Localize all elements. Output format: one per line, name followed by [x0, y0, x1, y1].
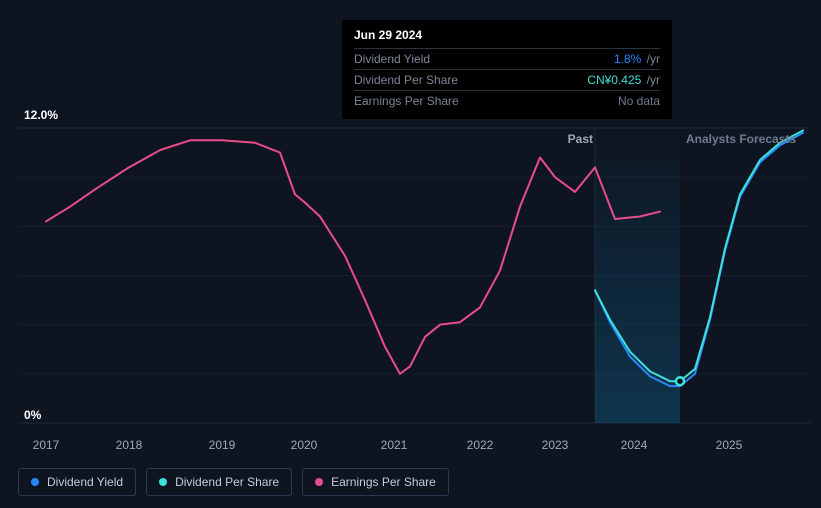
tooltip-row-unit: /yr: [643, 73, 660, 87]
x-tick-label: 2023: [542, 438, 569, 452]
x-tick-label: 2018: [116, 438, 143, 452]
tooltip-row-value: CN¥0.425: [587, 73, 641, 87]
y-axis-max-label: 12.0%: [24, 108, 58, 122]
legend-dot-icon: [315, 478, 323, 486]
tooltip-date: Jun 29 2024: [354, 28, 660, 48]
legend-item[interactable]: Earnings Per Share: [302, 468, 449, 496]
chart-legend: Dividend Yield Dividend Per Share Earnings…: [18, 468, 449, 496]
tooltip-row: Dividend Per Share CN¥0.425 /yr: [354, 69, 660, 90]
legend-item[interactable]: Dividend Per Share: [146, 468, 292, 496]
section-label-forecast: Analysts Forecasts: [686, 132, 796, 146]
tooltip-row-value-wrap: CN¥0.425 /yr: [587, 73, 660, 87]
forecast-text: Analysts Forecasts: [686, 132, 796, 146]
legend-label: Dividend Yield: [47, 475, 123, 489]
x-tick-label: 2024: [621, 438, 648, 452]
chart-tooltip: Jun 29 2024 Dividend Yield1.8% /yrDivide…: [342, 20, 672, 119]
x-tick-label: 2019: [209, 438, 236, 452]
tooltip-row-label: Earnings Per Share: [354, 94, 459, 108]
legend-label: Dividend Per Share: [175, 475, 279, 489]
x-tick-label: 2021: [381, 438, 408, 452]
tooltip-row-label: Dividend Yield: [354, 52, 430, 66]
legend-dot-icon: [159, 478, 167, 486]
legend-label: Earnings Per Share: [331, 475, 436, 489]
section-label-past: Past: [568, 132, 593, 146]
tooltip-row-value-wrap: No data: [618, 94, 660, 108]
x-tick-label: 2017: [33, 438, 60, 452]
tooltip-row-unit: /yr: [643, 52, 660, 66]
legend-item[interactable]: Dividend Yield: [18, 468, 136, 496]
x-tick-label: 2025: [716, 438, 743, 452]
past-text: Past: [568, 132, 593, 146]
tooltip-row-value: 1.8%: [614, 52, 641, 66]
tooltip-row: Earnings Per Share No data: [354, 90, 660, 111]
y-axis-min-label: 0%: [24, 408, 41, 422]
tooltip-row: Dividend Yield 1.8% /yr: [354, 48, 660, 69]
tooltip-row-value: No data: [618, 94, 660, 108]
x-tick-label: 2022: [467, 438, 494, 452]
tooltip-row-label: Dividend Per Share: [354, 73, 458, 87]
tooltip-row-value-wrap: 1.8% /yr: [614, 52, 660, 66]
dividend-chart: 12.0% 0% 2017 2018 2019 2020 2021 2022 2023 202…: [0, 0, 821, 508]
legend-dot-icon: [31, 478, 39, 486]
x-tick-label: 2020: [291, 438, 318, 452]
